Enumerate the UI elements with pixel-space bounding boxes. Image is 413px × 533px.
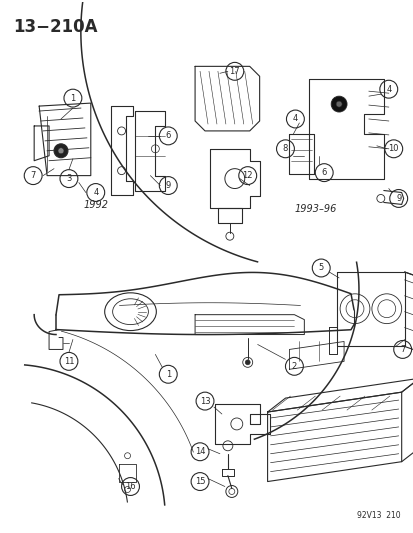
Circle shape — [54, 144, 68, 158]
Text: 1992: 1992 — [83, 200, 108, 211]
Text: 8: 8 — [282, 144, 287, 154]
Text: 1993–96: 1993–96 — [294, 205, 336, 214]
Circle shape — [244, 360, 249, 365]
Circle shape — [335, 101, 341, 107]
Text: 17: 17 — [229, 67, 240, 76]
Text: 9: 9 — [395, 194, 400, 203]
Text: 7: 7 — [399, 345, 404, 354]
Text: 11: 11 — [64, 357, 74, 366]
Text: 4: 4 — [385, 85, 390, 94]
Text: 13: 13 — [199, 397, 210, 406]
Text: 92V13  210: 92V13 210 — [356, 511, 400, 520]
Text: 4: 4 — [93, 188, 98, 197]
Circle shape — [330, 96, 346, 112]
Text: 14: 14 — [195, 447, 205, 456]
Text: 10: 10 — [387, 144, 398, 154]
Text: 1: 1 — [165, 370, 171, 379]
Text: 1: 1 — [70, 94, 75, 103]
Text: 6: 6 — [321, 168, 326, 177]
Text: 6: 6 — [165, 131, 171, 140]
Circle shape — [58, 148, 64, 154]
Text: 9: 9 — [165, 181, 171, 190]
Text: 12: 12 — [242, 171, 252, 180]
Text: 16: 16 — [125, 482, 135, 491]
Text: 7: 7 — [31, 171, 36, 180]
Text: 15: 15 — [195, 477, 205, 486]
Text: 2: 2 — [291, 362, 296, 371]
Text: 3: 3 — [66, 174, 71, 183]
Text: 5: 5 — [318, 263, 323, 272]
Text: 4: 4 — [292, 115, 297, 124]
Text: 13−210A: 13−210A — [13, 18, 97, 36]
